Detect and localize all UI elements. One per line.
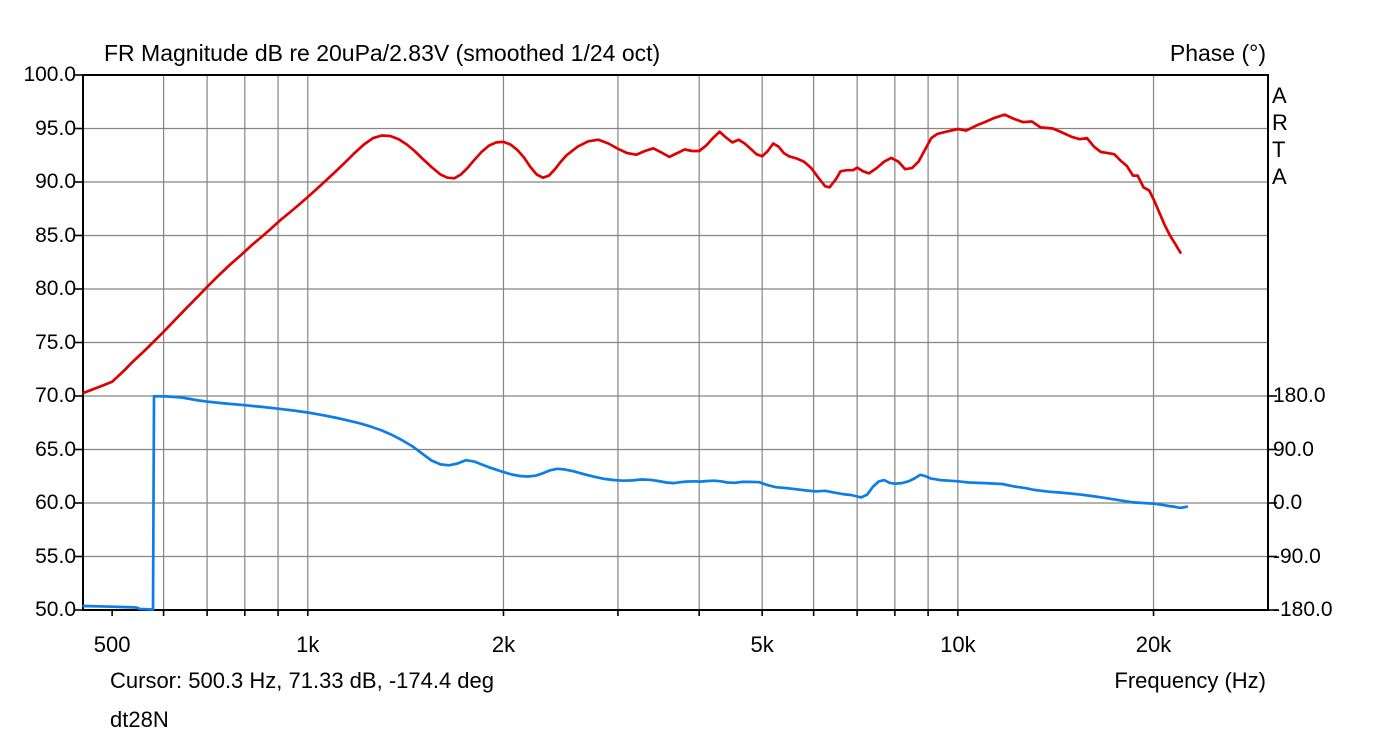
arta-letter: A [1272, 164, 1287, 189]
frequency-tick-label: 10k [940, 632, 976, 657]
arta-letter: T [1272, 137, 1286, 162]
frequency-tick-label: 20k [1135, 632, 1172, 657]
magnitude-tick-label: 85.0 [35, 223, 76, 247]
phase-tick-label: 180.0 [1273, 384, 1326, 407]
magnitude-tick-label: 55.0 [35, 544, 76, 568]
curve-name: dt28N [110, 707, 169, 732]
magnitude_db-curve [82, 113, 1182, 395]
magnitude-tick-label: 90.0 [35, 170, 76, 193]
frequency-tick-label: 2k [491, 632, 516, 657]
magnitude-tick-label: 60.0 [35, 491, 76, 514]
frequency-tick-label: 500 [93, 632, 131, 657]
frequency-tick-label: 5k [750, 632, 774, 657]
phase-tick-label: -180.0 [1273, 598, 1333, 621]
phase_deg-curve [82, 394, 1189, 611]
phase-tick-label: -90.0 [1273, 544, 1321, 568]
magnitude-tick-label: 100.0 [23, 63, 76, 86]
magnitude-tick-label: 65.0 [35, 437, 76, 461]
magnitude-tick-label: 75.0 [35, 330, 76, 354]
plot-area[interactable] [74, 74, 1277, 616]
magnitude-tick-label: 80.0 [35, 277, 76, 300]
magnitude-tick-label: 95.0 [35, 116, 76, 140]
frequency-axis-title: Frequency (Hz) [1114, 668, 1266, 693]
chart-title: FR Magnitude dB re 20uPa/2.83V (smoothed… [104, 40, 661, 66]
arta-watermark: A R T A [1272, 82, 1288, 190]
frequency-tick-label: 1k [296, 632, 320, 657]
magnitude-tick-label: 50.0 [35, 598, 76, 621]
arta-letter: R [1272, 110, 1288, 135]
phase-tick-label: 0.0 [1273, 491, 1303, 514]
plot-border [82, 74, 1269, 611]
arta-letter: A [1272, 83, 1287, 108]
phase-tick-label: 90.0 [1273, 437, 1314, 461]
phase-axis-title: Phase (°) [1169, 40, 1266, 66]
magnitude-tick-label: 70.0 [35, 384, 76, 407]
cursor-readout: Cursor: 500.3 Hz, 71.33 dB, -174.4 deg [110, 668, 495, 693]
